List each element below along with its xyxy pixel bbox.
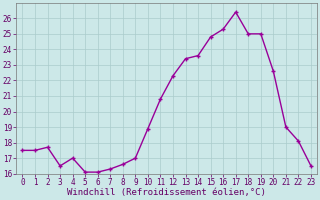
X-axis label: Windchill (Refroidissement éolien,°C): Windchill (Refroidissement éolien,°C) <box>67 188 266 197</box>
